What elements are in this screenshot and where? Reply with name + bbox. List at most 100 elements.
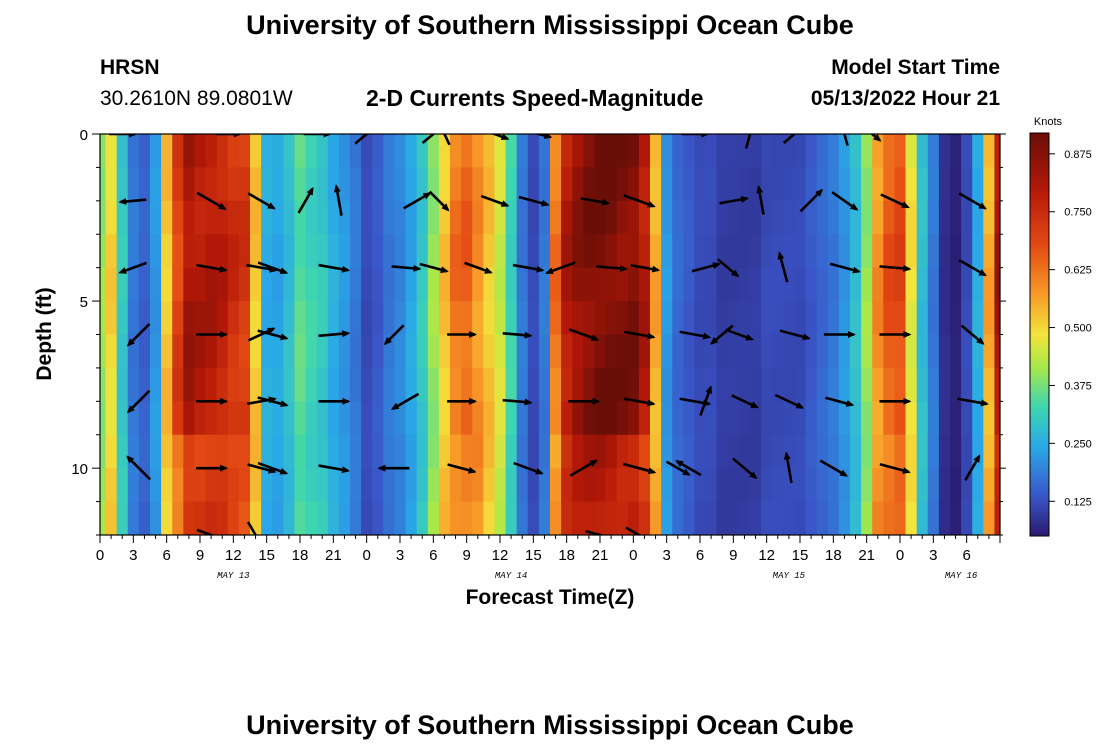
- heatmap-cell: [472, 401, 485, 436]
- heatmap-cell: [783, 401, 796, 436]
- heatmap-cell: [872, 434, 885, 470]
- current-vector-arrow: [958, 259, 987, 277]
- heatmap-cell: [105, 301, 118, 336]
- heatmap-cell: [350, 234, 363, 269]
- heatmap-cell: [516, 301, 529, 336]
- current-vector-arrow: [675, 460, 702, 477]
- heatmap-cell: [750, 367, 763, 403]
- x-tick-label: 21: [858, 547, 875, 564]
- heatmap-cell: [272, 234, 285, 269]
- heatmap-cell: [750, 434, 763, 470]
- heatmap-cell: [794, 434, 807, 470]
- heatmap-cell: [105, 367, 118, 403]
- heatmap-cell: [105, 234, 118, 269]
- y-axis: 0 5 10: [71, 127, 1006, 536]
- heatmap-cell: [100, 434, 107, 470]
- heatmap-cell: [650, 134, 663, 169]
- heatmap-cell: [983, 468, 996, 503]
- current-vector-arrow: [383, 324, 405, 346]
- current-vector-arrow: [247, 192, 276, 210]
- heatmap-cell: [794, 501, 807, 535]
- heatmap-cell: [172, 167, 185, 202]
- heatmap-cell: [116, 334, 129, 369]
- current-vector-arrow: [580, 197, 611, 206]
- current-vector-arrow: [623, 462, 657, 475]
- heatmap-cell: [694, 267, 707, 303]
- heatmap-cell: [916, 267, 929, 303]
- heatmap-cell: [305, 267, 318, 303]
- heatmap-cell: [638, 301, 651, 336]
- current-vector-arrow: [247, 463, 277, 474]
- current-vector-arrow: [428, 190, 450, 212]
- heatmap-cell: [183, 334, 196, 369]
- heatmap-cell: [850, 401, 863, 436]
- heatmap-cell: [861, 468, 874, 503]
- heatmap-cell: [338, 468, 351, 503]
- current-vector-arrow: [318, 464, 351, 474]
- heatmap-cell: [538, 401, 551, 436]
- heatmap-cell: [483, 301, 496, 336]
- heatmap-cell: [827, 334, 840, 369]
- heatmap-cell: [461, 134, 474, 169]
- heatmap-cell: [261, 234, 274, 269]
- heatmap-cell: [683, 301, 696, 336]
- heatmap-cell: [716, 267, 729, 303]
- heatmap-cell: [427, 401, 440, 436]
- date-label: MAY 13: [217, 571, 250, 581]
- heatmap-cell: [938, 267, 951, 303]
- x-axis: 0 3 6 9 12 15 18 21 0 3 6 9 12 15 18 21 0 3 6 9 12 15 18 21 0 3 6 M…: [96, 535, 1001, 581]
- heatmap-cell: [861, 401, 874, 436]
- heatmap-cell: [116, 301, 129, 336]
- heatmap-cell: [483, 434, 496, 470]
- heatmap-cell: [250, 501, 263, 535]
- heatmap-cell: [305, 234, 318, 269]
- heatmap-cell: [261, 468, 274, 503]
- heatmap-cell: [516, 167, 529, 202]
- heatmap-cell: [805, 200, 818, 236]
- heatmap-cell: [627, 401, 640, 436]
- heatmap-cell: [183, 234, 196, 269]
- current-vector-arrow: [779, 329, 811, 341]
- heatmap-cell: [638, 468, 651, 503]
- heatmap-cell: [238, 267, 251, 303]
- current-vector-arrow: [958, 192, 987, 210]
- heatmap-cell: [905, 134, 918, 169]
- heatmap-cell: [661, 301, 674, 336]
- heatmap-cell: [194, 367, 207, 403]
- heatmap-cell: [683, 434, 696, 470]
- heatmap-cell: [883, 401, 896, 436]
- heatmap-cell: [350, 501, 363, 535]
- heatmap-cell: [461, 401, 474, 436]
- heatmap-cell: [794, 334, 807, 369]
- heatmap-cell: [461, 167, 474, 202]
- colorbar-tick-label: 0.750: [1064, 207, 1092, 219]
- heatmap-cell: [383, 234, 396, 269]
- heatmap-cell: [450, 367, 463, 403]
- heatmap-cell: [183, 301, 196, 336]
- heatmap-cell: [261, 367, 274, 403]
- heatmap-cell: [683, 234, 696, 269]
- heatmap-cell: [294, 134, 307, 169]
- heatmap-cell: [572, 434, 585, 470]
- heatmap-cell: [638, 401, 651, 436]
- heatmap-cell: [338, 200, 351, 236]
- heatmap-cell: [850, 501, 863, 535]
- heatmap-cell: [372, 468, 385, 503]
- heatmap-cell: [105, 200, 118, 236]
- heatmap-cell: [838, 334, 851, 369]
- heatmap-cell: [483, 501, 496, 535]
- current-vector-arrow: [490, 134, 510, 141]
- heatmap-cell: [172, 501, 185, 535]
- heatmap-cell: [150, 501, 163, 535]
- current-vector-arrow: [196, 528, 228, 535]
- heatmap-cell: [894, 234, 907, 269]
- heatmap-cell: [338, 434, 351, 470]
- heatmap-cell: [394, 468, 407, 503]
- heatmap-cell: [194, 334, 207, 369]
- heatmap-cell: [961, 267, 974, 303]
- heatmap-cell: [261, 200, 274, 236]
- current-vector-arrow: [257, 329, 289, 341]
- heatmap-cell: [105, 434, 118, 470]
- heatmap-cell: [205, 334, 218, 369]
- heatmap-cell: [927, 434, 940, 470]
